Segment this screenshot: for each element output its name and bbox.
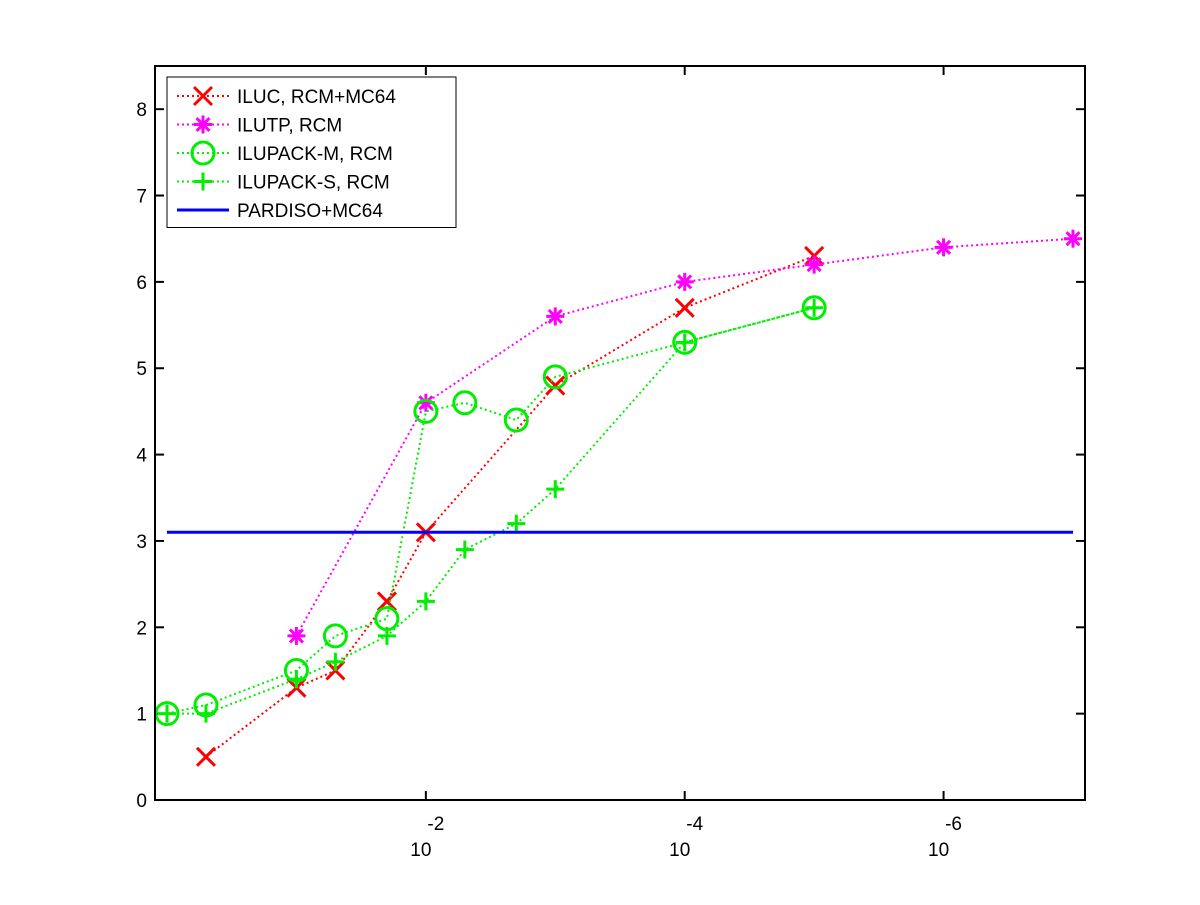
legend-label: ILUPACK-S, RCM xyxy=(237,173,390,194)
y-tick-label: 1 xyxy=(136,705,147,726)
series-line xyxy=(205,255,815,758)
series-2 xyxy=(287,229,1082,645)
x-tick-exponent: -6 xyxy=(945,814,962,835)
tick-layer: 0 1 2 3 4 5 6 7 8 -2 10 -4 10 -6 10 xyxy=(136,66,1085,861)
legend-entry: ILUPACK-M, RCM xyxy=(177,140,393,166)
y-tick-label: 4 xyxy=(136,446,147,467)
data-point xyxy=(376,591,397,612)
y-tick-label: 8 xyxy=(136,100,147,121)
plot-frame xyxy=(154,65,1086,801)
data-point xyxy=(195,746,217,767)
y-tick-label: 6 xyxy=(136,273,147,294)
data-point xyxy=(418,395,434,411)
y-tick-label: 3 xyxy=(136,532,147,553)
data-point xyxy=(806,257,822,273)
series-layer xyxy=(154,229,1082,767)
legend-entry: ILUTP, RCM xyxy=(177,115,342,137)
legend-entry: PARDISO+MC64 xyxy=(177,201,383,222)
series-line xyxy=(166,306,815,715)
y-tick-label: 0 xyxy=(136,791,147,812)
data-point xyxy=(545,375,566,396)
y-tick-label: 7 xyxy=(136,187,147,208)
series-4 xyxy=(158,298,824,723)
data-point xyxy=(503,407,529,433)
legend-marker xyxy=(195,116,211,133)
legend-label: ILUPACK-M, RCM xyxy=(237,144,393,165)
x-tick-base: 10 xyxy=(410,840,431,861)
legend-entry: ILUC, RCM+MC64 xyxy=(177,85,396,108)
data-point xyxy=(801,295,827,321)
data-point xyxy=(542,364,568,390)
x-tick-base: 10 xyxy=(928,840,949,861)
data-point xyxy=(677,274,693,290)
data-point xyxy=(674,297,695,318)
legend-marker xyxy=(192,85,214,107)
y-tick-label: 2 xyxy=(136,618,147,639)
legend-label: ILUC, RCM+MC64 xyxy=(237,87,396,108)
data-point xyxy=(413,398,439,424)
x-tick-base: 10 xyxy=(669,840,690,861)
legend-label: PARDISO+MC64 xyxy=(237,201,383,222)
x-tick-exponent: -4 xyxy=(686,814,703,835)
legend-label: ILUTP, RCM xyxy=(237,116,342,137)
data-point xyxy=(322,623,348,649)
data-point xyxy=(288,628,304,644)
data-point xyxy=(452,390,478,416)
data-point xyxy=(936,239,952,255)
legend-entry: ILUPACK-S, RCM xyxy=(177,172,390,194)
data-point xyxy=(672,329,698,355)
data-point xyxy=(1065,231,1081,247)
legend: ILUC, RCM+MC64 ILUTP, RCM ILUPACK-M, RCM IL… xyxy=(166,76,457,228)
data-point xyxy=(547,308,563,324)
y-tick-label: 5 xyxy=(136,359,147,380)
x-tick-exponent: -2 xyxy=(427,814,444,835)
legend-marker xyxy=(190,140,216,166)
